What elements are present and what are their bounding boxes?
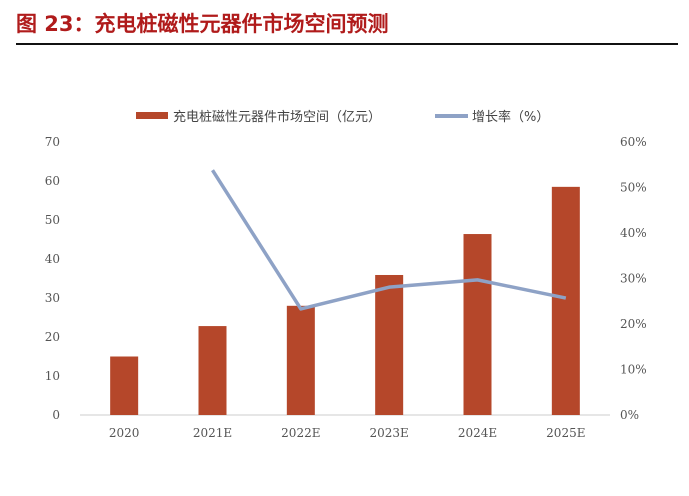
y-left-tick-label: 40 [45,252,60,266]
bar [286,305,315,415]
x-tick-label: 2025E [546,426,585,440]
figure-title: 图 23：充电桩磁性元器件市场空间预测 [16,12,389,36]
bar [551,186,580,415]
growth-rate-line [211,169,567,311]
y-right-tick-label: 10% [620,363,647,377]
y-right-tick-label: 40% [620,226,647,240]
y-right-tick-label: 50% [620,181,647,195]
y-left-tick-label: 20 [45,330,60,344]
x-tick-label: 2020 [109,426,140,440]
legend-label-line: 增长率（%） [472,109,549,125]
bar [463,234,492,415]
y-right-tick-label: 0% [620,408,639,422]
y-left-tick-label: 10 [45,369,60,383]
x-tick-label: 2024E [458,426,497,440]
y-left-tick-label: 0 [52,408,60,422]
y-left-tick-label: 70 [45,135,60,149]
y-left-tick-label: 30 [45,291,60,305]
bar [110,356,139,415]
x-tick-label: 2022E [281,426,320,440]
x-tick-label: 2021E [193,426,232,440]
x-tick-label: 2023E [370,426,409,440]
title-rule [16,43,678,45]
bar [198,326,227,415]
y-right-tick-label: 30% [620,272,647,286]
y-right-tick-label: 60% [620,135,647,149]
y-left-tick-label: 60 [45,174,60,188]
legend-label-bar: 充电桩磁性元器件市场空间（亿元） [173,109,381,125]
y-right-tick-label: 20% [620,317,647,331]
legend-swatch-bar [136,112,168,119]
y-left-tick-label: 50 [45,213,60,227]
bar [375,274,404,415]
